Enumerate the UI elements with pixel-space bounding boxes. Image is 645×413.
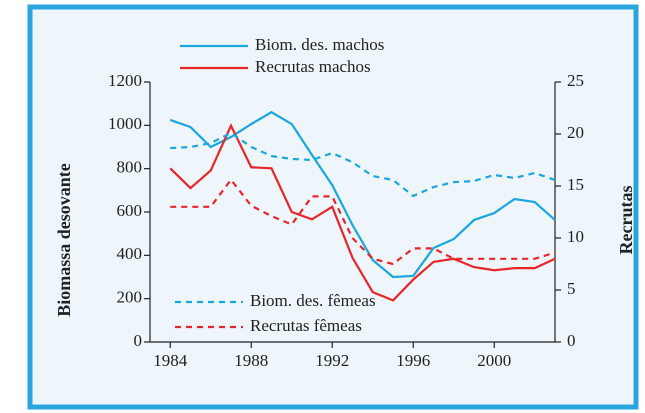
x-tick-label: 2000 xyxy=(477,351,511,370)
y2-tick-label: 10 xyxy=(567,227,584,246)
y-tick-label: 800 xyxy=(117,158,143,177)
y-tick-label: 1200 xyxy=(108,71,142,90)
y2-tick-label: 20 xyxy=(567,123,584,142)
x-tick-label: 1984 xyxy=(153,351,188,370)
y-tick-label: 600 xyxy=(117,201,143,220)
series-line xyxy=(170,131,556,198)
y-tick-label: 0 xyxy=(134,331,143,350)
y2-tick-label: 15 xyxy=(567,175,584,194)
legend-label: Recrutas machos xyxy=(255,57,371,76)
x-tick-label: 1996 xyxy=(396,351,430,370)
y-tick-label: 400 xyxy=(117,244,143,263)
y-axis-label: Biomassa desovante xyxy=(54,163,74,317)
x-tick-label: 1992 xyxy=(315,351,349,370)
y2-tick-label: 5 xyxy=(567,279,576,298)
legend-label: Biom. des. fêmeas xyxy=(250,291,376,310)
legend-label: Biom. des. machos xyxy=(255,35,384,54)
x-tick-label: 1988 xyxy=(234,351,268,370)
y2-tick-label: 25 xyxy=(567,71,584,90)
legend-label: Recrutas fêmeas xyxy=(250,316,362,335)
series-line xyxy=(170,177,556,266)
y2-tick-label: 0 xyxy=(567,331,576,350)
y2-axis-label: Recrutas xyxy=(616,186,636,255)
y-tick-label: 1000 xyxy=(108,114,142,133)
series-line xyxy=(169,123,556,302)
y-tick-label: 200 xyxy=(117,288,143,307)
